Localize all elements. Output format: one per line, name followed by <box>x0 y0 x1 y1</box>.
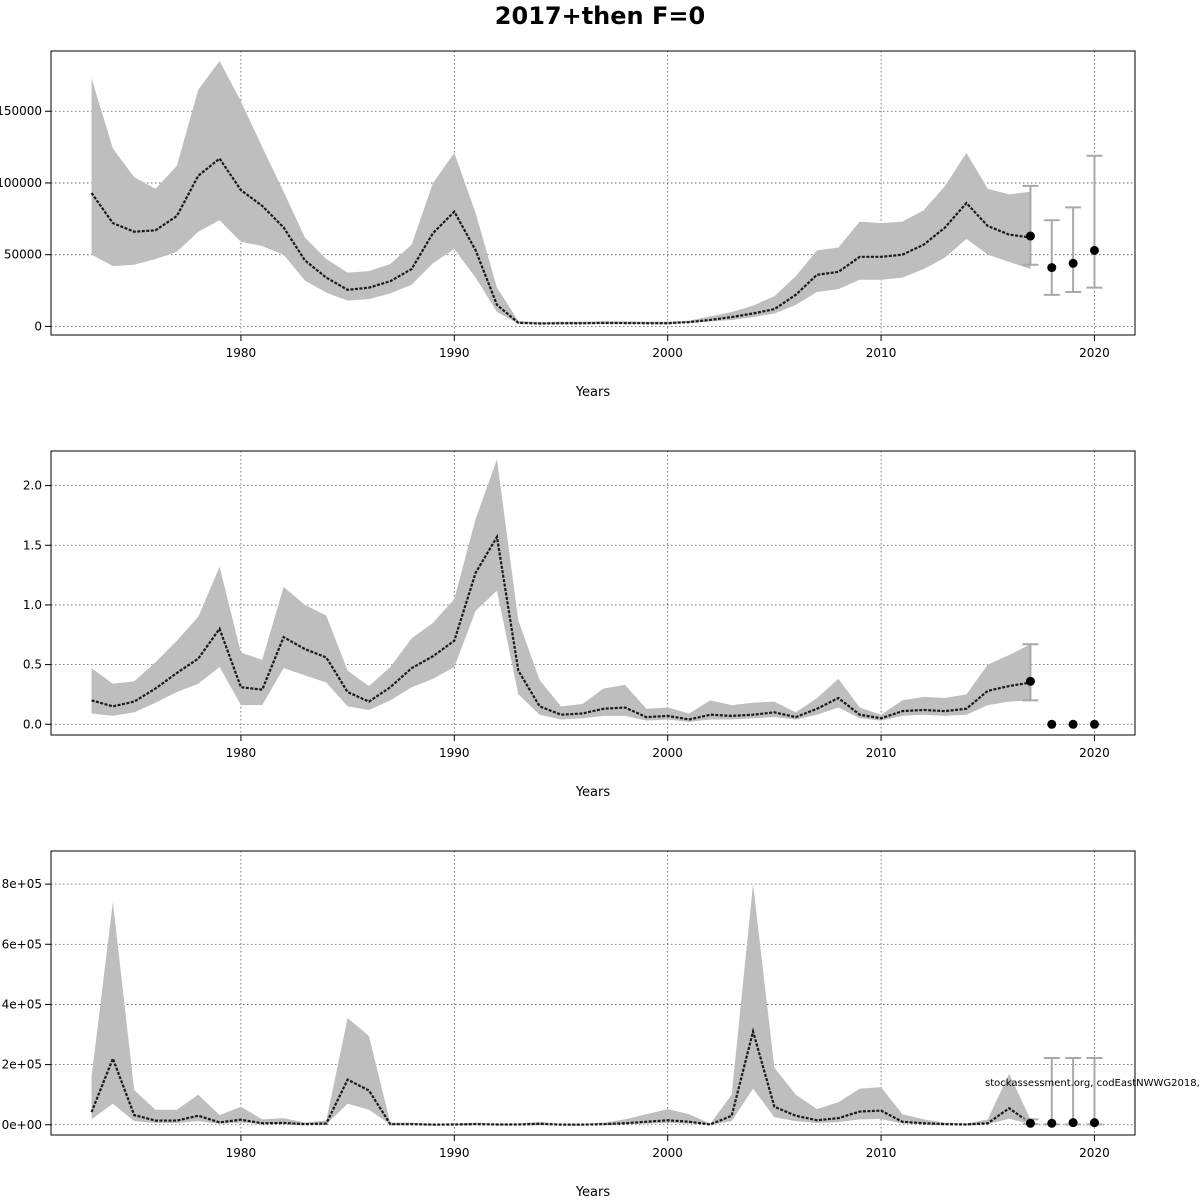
x-tick-label: 1990 <box>439 1146 470 1160</box>
x-tick-label: 2010 <box>866 746 897 760</box>
x-tick-label: 2020 <box>1079 746 1110 760</box>
forecast-point <box>1025 1118 1035 1128</box>
estimate-line <box>91 533 1031 721</box>
estimate-line <box>90 156 1031 325</box>
x-tick-label: 1990 <box>439 746 470 760</box>
y-tick-label: 100000 <box>0 176 42 190</box>
y-tick-label: 0.0 <box>23 717 42 731</box>
x-tick-label: 1980 <box>226 746 257 760</box>
y-tick-label: 4e+05 <box>2 997 42 1011</box>
forecast-point <box>1025 231 1035 241</box>
x-tick-label: 2000 <box>652 746 683 760</box>
x-axis-label: Years <box>575 785 611 800</box>
plot-frame <box>50 850 1136 1136</box>
y-tick-label: 2e+05 <box>2 1058 42 1072</box>
x-tick-label: 2010 <box>866 346 897 360</box>
y-tick-label: 1.5 <box>23 538 42 552</box>
x-tick-label: 1980 <box>226 346 257 360</box>
y-tick-label: 1.0 <box>23 598 42 612</box>
x-tick-label: 2020 <box>1079 1146 1110 1160</box>
estimate-line <box>90 1027 1032 1126</box>
forecast-point <box>1089 245 1099 255</box>
x-tick-label: 1980 <box>226 1146 257 1160</box>
forecast-point <box>1047 1118 1057 1128</box>
plot-frame <box>50 450 1136 736</box>
forecast-point <box>1089 1118 1099 1128</box>
plot-frame <box>50 50 1136 336</box>
x-tick-label: 2000 <box>652 1146 683 1160</box>
y-tick-label: 50000 <box>4 248 42 262</box>
x-tick-label: 1990 <box>439 346 470 360</box>
forecast-point <box>1047 263 1057 273</box>
forecast-point <box>1089 719 1099 729</box>
y-tick-label: 150000 <box>0 104 42 118</box>
x-tick-label: 2000 <box>652 346 683 360</box>
panel-2: 1980 1990 2000 2010 2020 0.0 0.5 1.0 1.5 2.0 Years <box>23 450 1136 800</box>
source-annotation: stockassessment.org, codEastNWWG2018, 2 <box>985 1078 1200 1089</box>
x-axis-label: Years <box>575 1185 611 1200</box>
figure-title: 2017+then F=0 <box>495 2 705 30</box>
confidence-band <box>91 459 1031 722</box>
x-tick-label: 2010 <box>866 1146 897 1160</box>
y-tick-label: 6e+05 <box>2 937 42 951</box>
confidence-band <box>91 61 1031 325</box>
forecast-point <box>1047 719 1057 729</box>
x-axis-label: Years <box>575 385 611 400</box>
forecast-point <box>1068 719 1078 729</box>
y-tick-label: 0 <box>34 319 42 333</box>
x-tick-label: 2020 <box>1079 346 1110 360</box>
y-tick-label: 0.5 <box>23 658 42 672</box>
y-tick-label: 2.0 <box>23 479 42 493</box>
y-tick-label: 0e+00 <box>2 1118 42 1132</box>
y-tick-label: 8e+05 <box>2 877 42 891</box>
panel-3: 1980 1990 2000 2010 2020 0e+00 2e+05 4e+05 6e+05… <box>2 850 1136 1200</box>
forecast-point <box>1068 258 1078 268</box>
panel-1: 1980 1990 2000 2010 2020 0 50000 100000 150000 Ye… <box>0 50 1136 400</box>
forecast-point <box>1025 676 1035 686</box>
forecast-point <box>1068 1118 1078 1128</box>
